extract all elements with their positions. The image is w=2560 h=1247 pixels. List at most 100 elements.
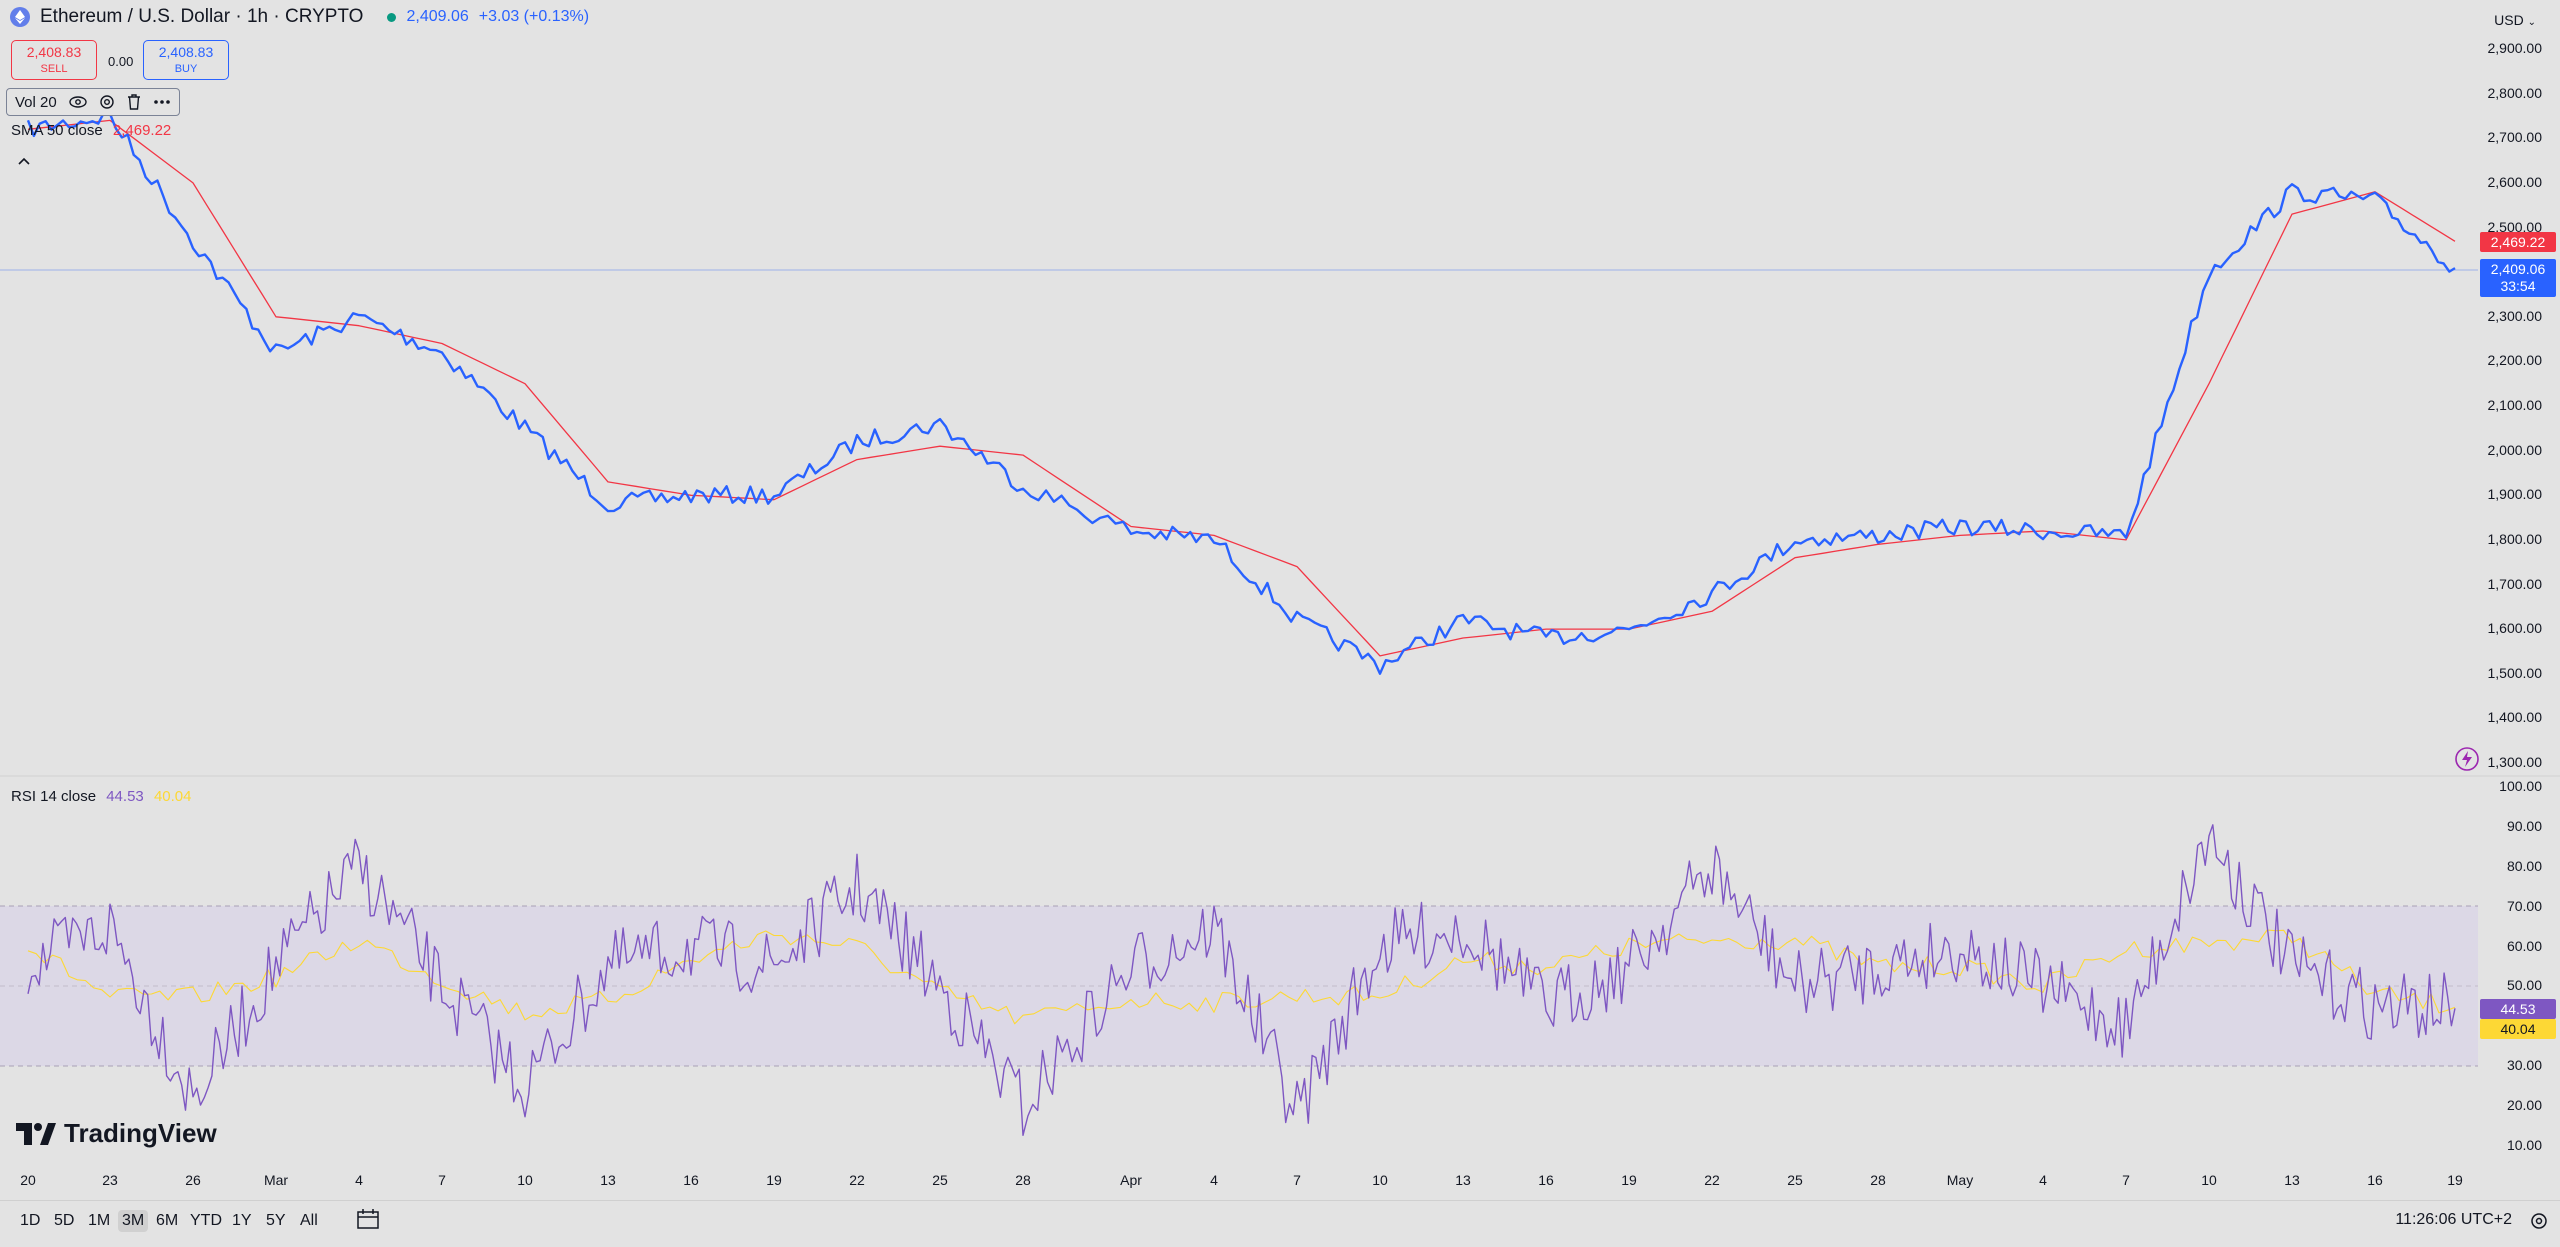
time-tick-label: 10 (2201, 1172, 2217, 1188)
time-tick-label: 16 (1538, 1172, 1554, 1188)
volume-indicator-legend[interactable]: Vol 20 (6, 88, 180, 116)
bar-countdown: 33:54 (2500, 278, 2536, 294)
chart-settings-icon[interactable] (2530, 1212, 2548, 1235)
time-tick-label: 13 (2284, 1172, 2300, 1188)
time-tick-label: 26 (185, 1172, 201, 1188)
sma-price-tag: 2,469.22 (2480, 232, 2556, 252)
time-tick-label: 28 (1015, 1172, 1031, 1188)
ethereum-icon (10, 7, 30, 27)
lightning-icon[interactable] (2454, 746, 2480, 777)
sell-button[interactable]: 2,408.83 SELL (11, 40, 97, 80)
price-tick-label: 2,200.00 (2487, 352, 2543, 369)
time-tick-label: 10 (517, 1172, 533, 1188)
price-tick-label: 2,800.00 (2487, 84, 2543, 101)
sell-price: 2,408.83 (26, 44, 82, 60)
range-button-all[interactable]: All (300, 1212, 318, 1229)
price-tick-label: 2,900.00 (2487, 40, 2543, 56)
buy-price: 2,408.83 (158, 44, 214, 60)
price-tick-label: 1,300.00 (2487, 754, 2543, 770)
time-tick-label: 4 (2039, 1172, 2047, 1188)
tradingview-logo[interactable]: TradingView (16, 1118, 217, 1149)
range-button-1m[interactable]: 1M (88, 1212, 111, 1229)
price-tick-label: 2,700.00 (2487, 129, 2543, 146)
rsi-tick-label: 90.00 (2506, 817, 2542, 834)
market-status-icon (387, 12, 397, 22)
rsi-legend[interactable]: RSI 14 close 44.53 40.04 (11, 788, 191, 805)
settings-icon[interactable] (99, 94, 115, 110)
range-button-3m[interactable]: 3M (118, 1210, 149, 1232)
time-tick-label: 19 (766, 1172, 782, 1188)
rsi-value: 44.53 (106, 788, 144, 805)
range-button-5y[interactable]: 5Y (266, 1212, 286, 1229)
time-tick-label: 7 (438, 1172, 446, 1188)
price-tick-label: 2,500.00 (2487, 218, 2543, 235)
clock[interactable]: 11:26:06 UTC+2 (2395, 1211, 2512, 1228)
volume-label: Vol 20 (15, 93, 57, 111)
time-tick-label: 19 (1621, 1172, 1637, 1188)
time-tick-label: 16 (2367, 1172, 2383, 1188)
collapse-legend-icon[interactable] (18, 152, 30, 168)
spread-value: 0.00 (108, 54, 134, 69)
rsi-tick-label: 60.00 (2506, 937, 2542, 954)
eye-icon[interactable] (69, 96, 87, 108)
last-price-tag: 2,409.06 33:54 (2480, 259, 2556, 297)
sell-label: SELL (40, 63, 68, 75)
time-tick-label: 19 (2447, 1172, 2463, 1188)
price-tick-label: 2,600.00 (2487, 173, 2543, 190)
rsi-tick-label: 50.00 (2506, 977, 2542, 994)
calendar-icon[interactable] (356, 1208, 380, 1235)
range-button-ytd[interactable]: YTD (190, 1212, 222, 1229)
tradingview-logo-icon (16, 1122, 56, 1145)
rsi-tick-label: 30.00 (2506, 1057, 2542, 1074)
time-tick-label: 10 (1372, 1172, 1388, 1188)
price-tick-label: 1,600.00 (2487, 620, 2543, 637)
time-tick-label: 25 (932, 1172, 948, 1188)
rsi-tick-label: 70.00 (2506, 897, 2542, 914)
header-change: +3.03 (+0.13%) (478, 8, 590, 25)
symbol-header[interactable]: Ethereum / U.S. Dollar · 1h · CRYPTO 2,4… (10, 6, 589, 28)
buy-label: BUY (174, 63, 198, 75)
last-price-value: 2,409.06 (2490, 261, 2546, 277)
price-tick-label: 1,500.00 (2487, 664, 2543, 681)
time-tick-label: 22 (849, 1172, 865, 1188)
header-price: 2,409.06 (406, 8, 469, 25)
more-icon[interactable] (153, 99, 171, 105)
time-tick-label: 25 (1787, 1172, 1803, 1188)
buy-button[interactable]: 2,408.83 BUY (143, 40, 229, 80)
time-tick-label: 13 (600, 1172, 616, 1188)
time-tick-label: 20 (20, 1172, 36, 1188)
rsi-tick-label: 80.00 (2506, 857, 2542, 874)
price-tick-label: 1,400.00 (2487, 709, 2543, 726)
time-tick-label: 22 (1704, 1172, 1720, 1188)
rsi-tick-label: 20.00 (2506, 1097, 2542, 1114)
time-tick-label: 23 (102, 1172, 118, 1188)
currency-selector[interactable]: USD ⌄ (2494, 12, 2536, 28)
price-tick-label: 2,100.00 (2487, 397, 2543, 413)
time-tick-label: 7 (2122, 1172, 2130, 1188)
range-button-1y[interactable]: 1Y (232, 1212, 252, 1229)
time-tick-label: 28 (1870, 1172, 1886, 1188)
symbol-title[interactable]: Ethereum / U.S. Dollar · 1h · CRYPTO (40, 6, 364, 27)
sma-value: 2,469.22 (112, 122, 172, 139)
price-tick-label: 1,700.00 (2487, 575, 2543, 592)
sma-label: SMA 50 close (11, 122, 103, 139)
time-tick-label: 4 (355, 1172, 363, 1188)
time-tick-label: 13 (1455, 1172, 1471, 1188)
time-tick-label: Mar (263, 1172, 289, 1188)
range-button-5d[interactable]: 5D (54, 1212, 75, 1229)
sma-legend[interactable]: SMA 50 close 2,469.22 (11, 122, 171, 139)
price-tick-label: 1,900.00 (2487, 486, 2543, 503)
price-line (26, 111, 2456, 675)
trash-icon[interactable] (127, 94, 141, 110)
rsi-ma-tag: 40.04 (2480, 1019, 2556, 1039)
range-button-6m[interactable]: 6M (156, 1212, 179, 1229)
sma-line (27, 119, 2456, 657)
rsi-label: RSI 14 close (11, 788, 97, 805)
logo-text: TradingView (64, 1118, 217, 1148)
range-button-1d[interactable]: 1D (20, 1212, 41, 1229)
time-tick-label: May (1946, 1172, 1974, 1188)
rsi-line (27, 824, 2456, 1136)
rsi-ma-line (27, 929, 2456, 1025)
time-tick-label: Apr (1120, 1172, 1142, 1188)
